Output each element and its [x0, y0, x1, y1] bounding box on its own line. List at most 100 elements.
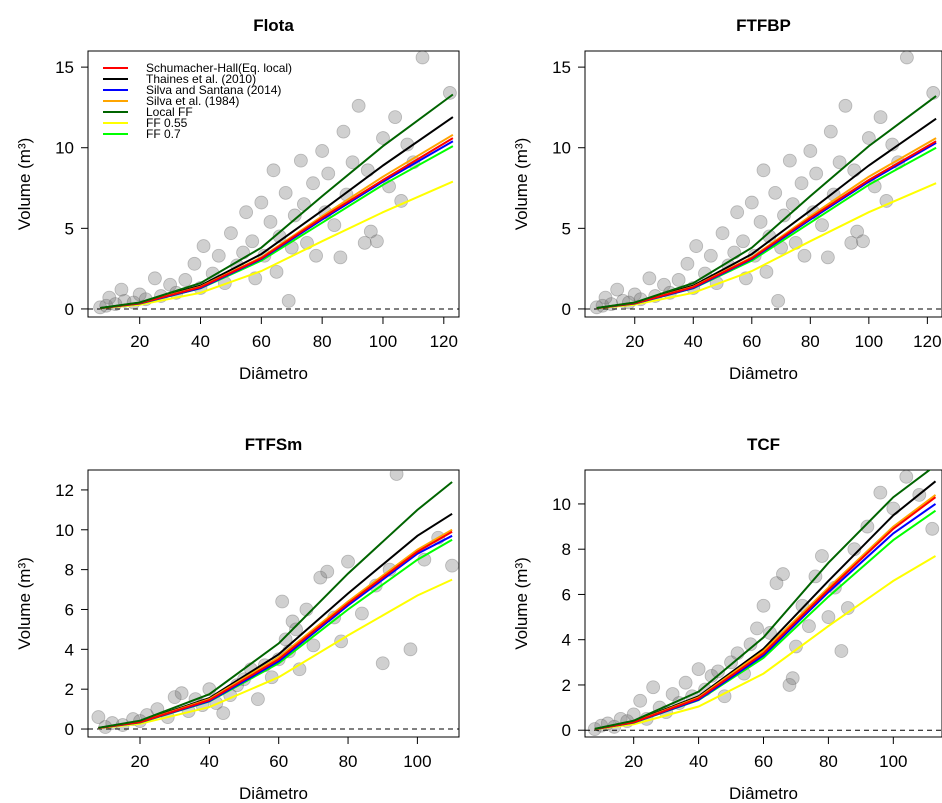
- y-tick-label: 10: [552, 139, 571, 158]
- data-point: [278, 185, 293, 200]
- data-point: [834, 644, 849, 658]
- data-layer: [88, 470, 459, 734]
- data-point: [333, 250, 348, 265]
- data-point: [856, 234, 870, 249]
- data-point: [678, 675, 693, 690]
- x-tick-label: 100: [403, 752, 431, 771]
- x-axis: 20 40 60 80 100: [131, 736, 432, 771]
- data-point: [598, 290, 613, 305]
- y-tick-label: 0: [65, 300, 74, 319]
- series-line-schumacher-hall-eq-local: [98, 530, 453, 729]
- data-point: [236, 245, 250, 260]
- data-point: [873, 110, 888, 124]
- x-tick-label: 80: [819, 752, 838, 771]
- legend-label: Local FF: [146, 105, 193, 119]
- data-point: [163, 277, 178, 292]
- x-axis: 20 40 60 80 100: [624, 736, 908, 771]
- x-axis-label: Diâmetro: [729, 784, 798, 803]
- data-point: [388, 110, 403, 124]
- y-tick-label: 0: [562, 721, 571, 740]
- y-tick-label: 2: [562, 676, 571, 695]
- data-point: [873, 485, 888, 500]
- data-point: [196, 239, 211, 253]
- data-point: [289, 622, 303, 637]
- data-point: [285, 614, 300, 629]
- data-point: [642, 271, 657, 286]
- data-point: [102, 290, 117, 305]
- panel-title: FTFBP: [736, 16, 791, 35]
- x-tick-label: 40: [200, 752, 219, 771]
- data-point: [187, 256, 202, 271]
- data-point: [174, 686, 189, 701]
- data-point: [797, 248, 812, 263]
- data-point: [689, 239, 704, 253]
- data-point: [313, 570, 328, 585]
- y-axis: 0 2 4 6 8 10 12: [55, 481, 89, 739]
- data-point: [703, 248, 718, 263]
- series-line-silva-et-al-1984: [98, 528, 453, 729]
- y-tick-label: 6: [562, 585, 571, 604]
- data-point: [287, 208, 302, 223]
- data-point: [610, 282, 625, 297]
- data-point: [327, 218, 342, 233]
- data-point: [777, 208, 791, 223]
- data-point: [785, 671, 800, 686]
- data-point: [925, 521, 940, 536]
- series-line-ff-0-55: [100, 180, 454, 310]
- series-line-local-ff: [594, 470, 932, 730]
- x-tick-label: 80: [313, 332, 332, 351]
- data-point: [269, 264, 284, 279]
- x-tick-label: 40: [689, 752, 708, 771]
- legend-label: Thaines et al. (2010): [146, 72, 256, 86]
- panel-tcf: TCF 20 40 60 80 100 Diâmetro 0 2 4 6 8 10 Volume (m³): [512, 435, 942, 803]
- data-point: [744, 195, 759, 210]
- data-point: [815, 218, 829, 233]
- data-point: [886, 501, 901, 516]
- data-point: [627, 287, 642, 302]
- y-tick-label: 15: [552, 58, 571, 77]
- data-layer: [585, 51, 942, 315]
- data-point: [671, 273, 686, 287]
- data-point: [266, 163, 281, 178]
- data-layer: [585, 470, 942, 736]
- x-axis: 20 40 60 80 100 120: [130, 316, 458, 351]
- data-point: [114, 282, 129, 297]
- data-point: [646, 680, 661, 695]
- y-tick-label: 8: [65, 561, 74, 580]
- data-point: [782, 678, 797, 692]
- data-point: [336, 124, 351, 139]
- x-tick-label: 40: [191, 332, 210, 351]
- x-axis-label: Diâmetro: [729, 364, 798, 383]
- data-point: [91, 710, 106, 724]
- data-point: [278, 632, 293, 647]
- panel-title: Flota: [253, 16, 294, 35]
- data-point: [389, 470, 404, 481]
- data-point: [750, 621, 764, 636]
- data-point: [782, 153, 797, 168]
- y-tick-label: 10: [55, 521, 74, 540]
- data-point: [360, 163, 375, 178]
- y-tick-label: 5: [562, 219, 571, 238]
- data-point: [306, 638, 321, 653]
- x-tick-label: 60: [269, 752, 288, 771]
- x-tick-label: 60: [252, 332, 271, 351]
- data-point: [691, 662, 706, 677]
- data-point: [861, 131, 876, 145]
- x-tick-label: 100: [855, 332, 883, 351]
- data-point: [239, 205, 254, 220]
- x-tick-label: 20: [624, 752, 643, 771]
- x-tick-label: 120: [913, 332, 941, 351]
- y-axis-label: Volume (m³): [512, 138, 531, 231]
- legend-label: Schumacher-Hall(Eq. local): [146, 61, 292, 75]
- data-point: [167, 690, 182, 705]
- data-point: [763, 626, 777, 640]
- data-point: [633, 693, 648, 708]
- legend-label: Silva et al. (1984): [146, 94, 239, 108]
- data-point: [281, 293, 296, 308]
- data-point: [415, 51, 430, 65]
- y-axis-label: Volume (m³): [512, 557, 531, 650]
- data-point: [680, 256, 695, 271]
- legend-label: FF 0.55: [146, 116, 188, 130]
- y-axis: 0 2 4 6 8 10: [552, 495, 586, 740]
